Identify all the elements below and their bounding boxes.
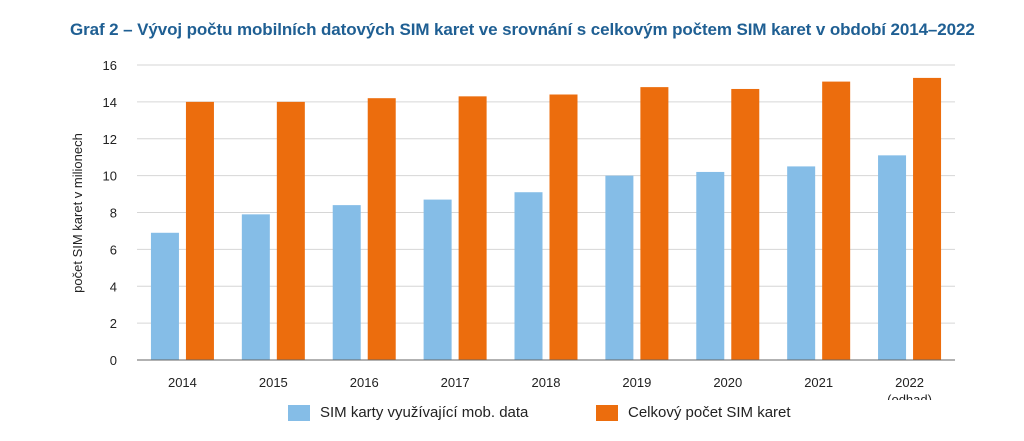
bar-data-sims-2014 xyxy=(150,232,179,360)
y-tick-label: 12 xyxy=(103,132,117,147)
bar-total-sims-2022 xyxy=(913,77,942,360)
bar-data-sims-2019 xyxy=(605,175,634,360)
bar-total-sims-2020 xyxy=(731,88,760,360)
legend: SIM karty využívající mob. data Celkový … xyxy=(0,404,1024,428)
legend-item-total-sims: Celkový počet SIM karet xyxy=(596,404,791,421)
bar-total-sims-2019 xyxy=(640,87,669,360)
legend-label: SIM karty využívající mob. data xyxy=(320,404,529,421)
x-tick-label: 2020 xyxy=(713,375,742,390)
y-axis-label: počet SIM karet v milionech xyxy=(70,133,85,293)
x-axis-ticks: 2014 2015 2016 2017 2018 2019 2020 2021 2022 (odh… xyxy=(168,375,932,400)
x-tick-label: 2021 xyxy=(804,375,833,390)
bar-data-sims-2021 xyxy=(787,166,816,360)
bar-data-sims-2017 xyxy=(423,199,452,360)
y-tick-label: 8 xyxy=(110,206,117,221)
bar-total-sims-2021 xyxy=(822,81,851,360)
y-tick-label: 6 xyxy=(110,242,117,257)
y-tick-label: 2 xyxy=(110,316,117,331)
x-tick-label: 2018 xyxy=(532,375,561,390)
legend-swatch-orange xyxy=(596,404,618,421)
bars xyxy=(150,77,942,360)
bar-total-sims-2017 xyxy=(458,96,487,360)
bar-data-sims-2022 xyxy=(878,155,907,360)
bar-data-sims-2016 xyxy=(332,205,361,360)
y-axis-ticks: 0 2 4 6 8 10 12 14 16 xyxy=(103,58,117,368)
bar-total-sims-2016 xyxy=(367,98,396,360)
y-tick-label: 10 xyxy=(103,169,117,184)
bar-data-sims-2015 xyxy=(241,214,270,360)
x-tick-label: 2016 xyxy=(350,375,379,390)
x-tick-label: 2022 xyxy=(895,375,924,390)
bar-total-sims-2018 xyxy=(549,94,578,360)
x-tick-sublabel: (odhad) xyxy=(887,392,932,400)
gridlines xyxy=(137,64,955,324)
legend-label: Celkový počet SIM karet xyxy=(628,404,791,421)
x-tick-label: 2019 xyxy=(622,375,651,390)
chart-title: Graf 2 – Vývoj počtu mobilních datových … xyxy=(70,20,975,39)
legend-swatch-blue xyxy=(288,404,310,421)
legend-item-data-sims: SIM karty využívající mob. data xyxy=(288,404,528,421)
x-tick-label: 2015 xyxy=(259,375,288,390)
bar-total-sims-2015 xyxy=(276,101,305,360)
y-tick-label: 0 xyxy=(110,353,117,368)
y-tick-label: 16 xyxy=(103,58,117,73)
bar-total-sims-2014 xyxy=(185,101,214,360)
y-tick-label: 14 xyxy=(103,95,117,110)
y-tick-label: 4 xyxy=(110,279,117,294)
x-tick-label: 2017 xyxy=(441,375,470,390)
bar-data-sims-2018 xyxy=(514,192,543,360)
x-tick-label: 2014 xyxy=(168,375,197,390)
bar-chart: 0 2 4 6 8 10 12 14 16 počet SIM karet v milionec… xyxy=(70,58,955,400)
bar-data-sims-2020 xyxy=(696,171,725,360)
